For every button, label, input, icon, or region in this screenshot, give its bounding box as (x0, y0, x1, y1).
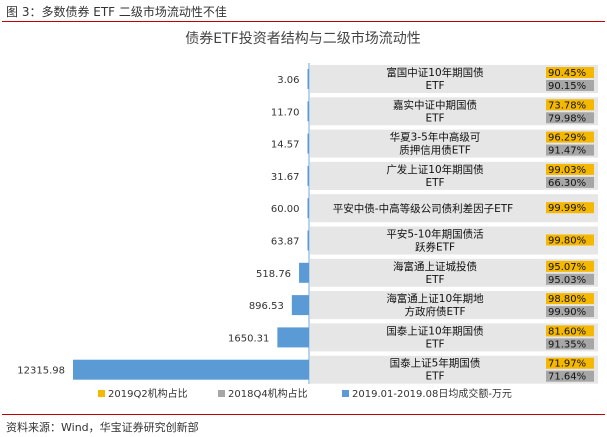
q2-share-label: 98.80% (548, 294, 586, 305)
volume-label: 1650.31 (228, 333, 269, 344)
volume-bar (307, 133, 309, 154)
volume-bar (277, 327, 309, 348)
volume-bar (307, 198, 309, 219)
category-label: 国泰上证5年期国债 (390, 357, 481, 370)
volume-bar (307, 230, 309, 251)
q2-share-box (546, 131, 594, 143)
source-note: 资料来源：Wind，华宝证券研究创新部 (6, 421, 199, 434)
q2-share-label: 99.03% (548, 165, 586, 176)
footer-rule (2, 414, 605, 415)
category-label: ETF (425, 274, 444, 286)
volume-label: 63.87 (271, 237, 300, 248)
volume-bar (73, 359, 309, 380)
volume-bar (307, 69, 309, 89)
category-label: ETF (425, 177, 444, 189)
volume-bar (291, 295, 309, 316)
q2-share-label: 99.99% (548, 203, 586, 214)
category-label: 国泰上证10年期国债 (386, 324, 483, 337)
chart-rows: 3.06富国中证10年期国债ETF90.45%90.15%11.70嘉实中证中期… (17, 63, 598, 384)
category-label: ETF (425, 112, 444, 124)
q2-share-box (546, 99, 594, 111)
q4-share-label: 71.64% (548, 372, 586, 383)
legend-item: 2018Q4机构占比 (228, 387, 308, 400)
q4-share-box (546, 338, 594, 350)
q2-share-box (546, 234, 594, 246)
header-rule (2, 21, 605, 22)
q2-share-box (546, 67, 594, 78)
legend-swatch (218, 390, 225, 397)
category-label: 平安中债-中高等级公司债利差因子ETF (333, 202, 513, 215)
volume-bar (299, 262, 309, 283)
volume-label: 31.67 (271, 172, 300, 183)
q2-share-box (546, 163, 594, 175)
q4-share-label: 66.30% (548, 178, 586, 189)
legend-swatch (98, 390, 105, 397)
q4-share-label: 91.47% (548, 146, 586, 157)
category-label: 海富通上证10年期地 (386, 292, 484, 305)
q4-share-box (546, 306, 594, 318)
volume-label: 60.00 (271, 204, 300, 215)
category-label: ETF (425, 338, 444, 350)
bond-etf-chart: 债券ETF投资者结构与二级市场流动性 3.06富国中证10年期国债ETF90.4… (17, 30, 598, 400)
q4-share-label: 90.15% (548, 81, 586, 92)
category-label: 富国中证10年期国债 (386, 66, 483, 79)
category-label: 华夏3-5年中高级可 (390, 131, 481, 144)
legend-item: 2019Q2机构占比 (108, 387, 188, 400)
q4-share-label: 95.03% (548, 275, 586, 286)
q4-share-label: 91.35% (548, 339, 586, 350)
volume-label: 14.57 (271, 140, 300, 151)
q2-share-label: 95.07% (548, 262, 586, 273)
q4-share-box (546, 144, 594, 156)
q4-share-box (546, 176, 594, 188)
q4-share-label: 79.98% (548, 113, 586, 124)
category-label: 嘉实中证中期国债 (393, 98, 477, 111)
q2-share-box (546, 260, 594, 272)
q2-share-box (546, 202, 594, 214)
chart-title: 债券ETF投资者结构与二级市场流动性 (185, 30, 420, 47)
q2-share-label: 81.60% (548, 326, 586, 337)
q2-share-label: 96.29% (548, 133, 586, 144)
q4-share-box (546, 370, 594, 382)
volume-bar (307, 101, 309, 122)
category-label: ETF (425, 371, 444, 383)
legend-item: 2019.01-2019.08日均成交额-万元 (352, 387, 512, 400)
figure-header: 图 3：多数债券 ETF 二级市场流动性不佳 (0, 0, 607, 22)
volume-label: 518.76 (256, 269, 291, 280)
q2-share-label: 90.45% (548, 68, 586, 79)
q2-share-label: 73.78% (548, 100, 586, 111)
volume-label: 3.06 (277, 75, 299, 86)
q2-share-box (546, 293, 594, 305)
volume-label: 11.70 (271, 107, 300, 118)
category-label: 海富通上证城投债 (393, 260, 477, 273)
q4-share-box (546, 273, 594, 285)
q2-share-box (546, 325, 594, 337)
volume-label: 896.53 (249, 301, 284, 312)
q2-share-label: 99.80% (548, 236, 586, 247)
q2-share-box (546, 357, 594, 369)
volume-bar (307, 165, 309, 186)
category-label: 质押信用债ETF (399, 144, 471, 157)
figure-title: 图 3：多数债券 ETF 二级市场流动性不佳 (6, 5, 227, 19)
q4-share-box (546, 112, 594, 124)
volume-label: 12315.98 (17, 366, 65, 377)
q4-share-label: 99.90% (548, 307, 586, 318)
category-label: 平安5-10年期国债活 (386, 228, 484, 241)
q2-share-label: 71.97% (548, 359, 586, 370)
category-label: ETF (425, 80, 444, 92)
chart-legend: 2019Q2机构占比 2018Q4机构占比 2019.01-2019.08日均成交额… (98, 387, 512, 400)
legend-swatch (342, 390, 349, 397)
category-label: 方政府债ETF (404, 305, 465, 318)
category-label: 广发上证10年期国债 (386, 163, 483, 176)
q4-share-box (546, 80, 594, 91)
category-label: 跃券ETF (415, 241, 455, 254)
